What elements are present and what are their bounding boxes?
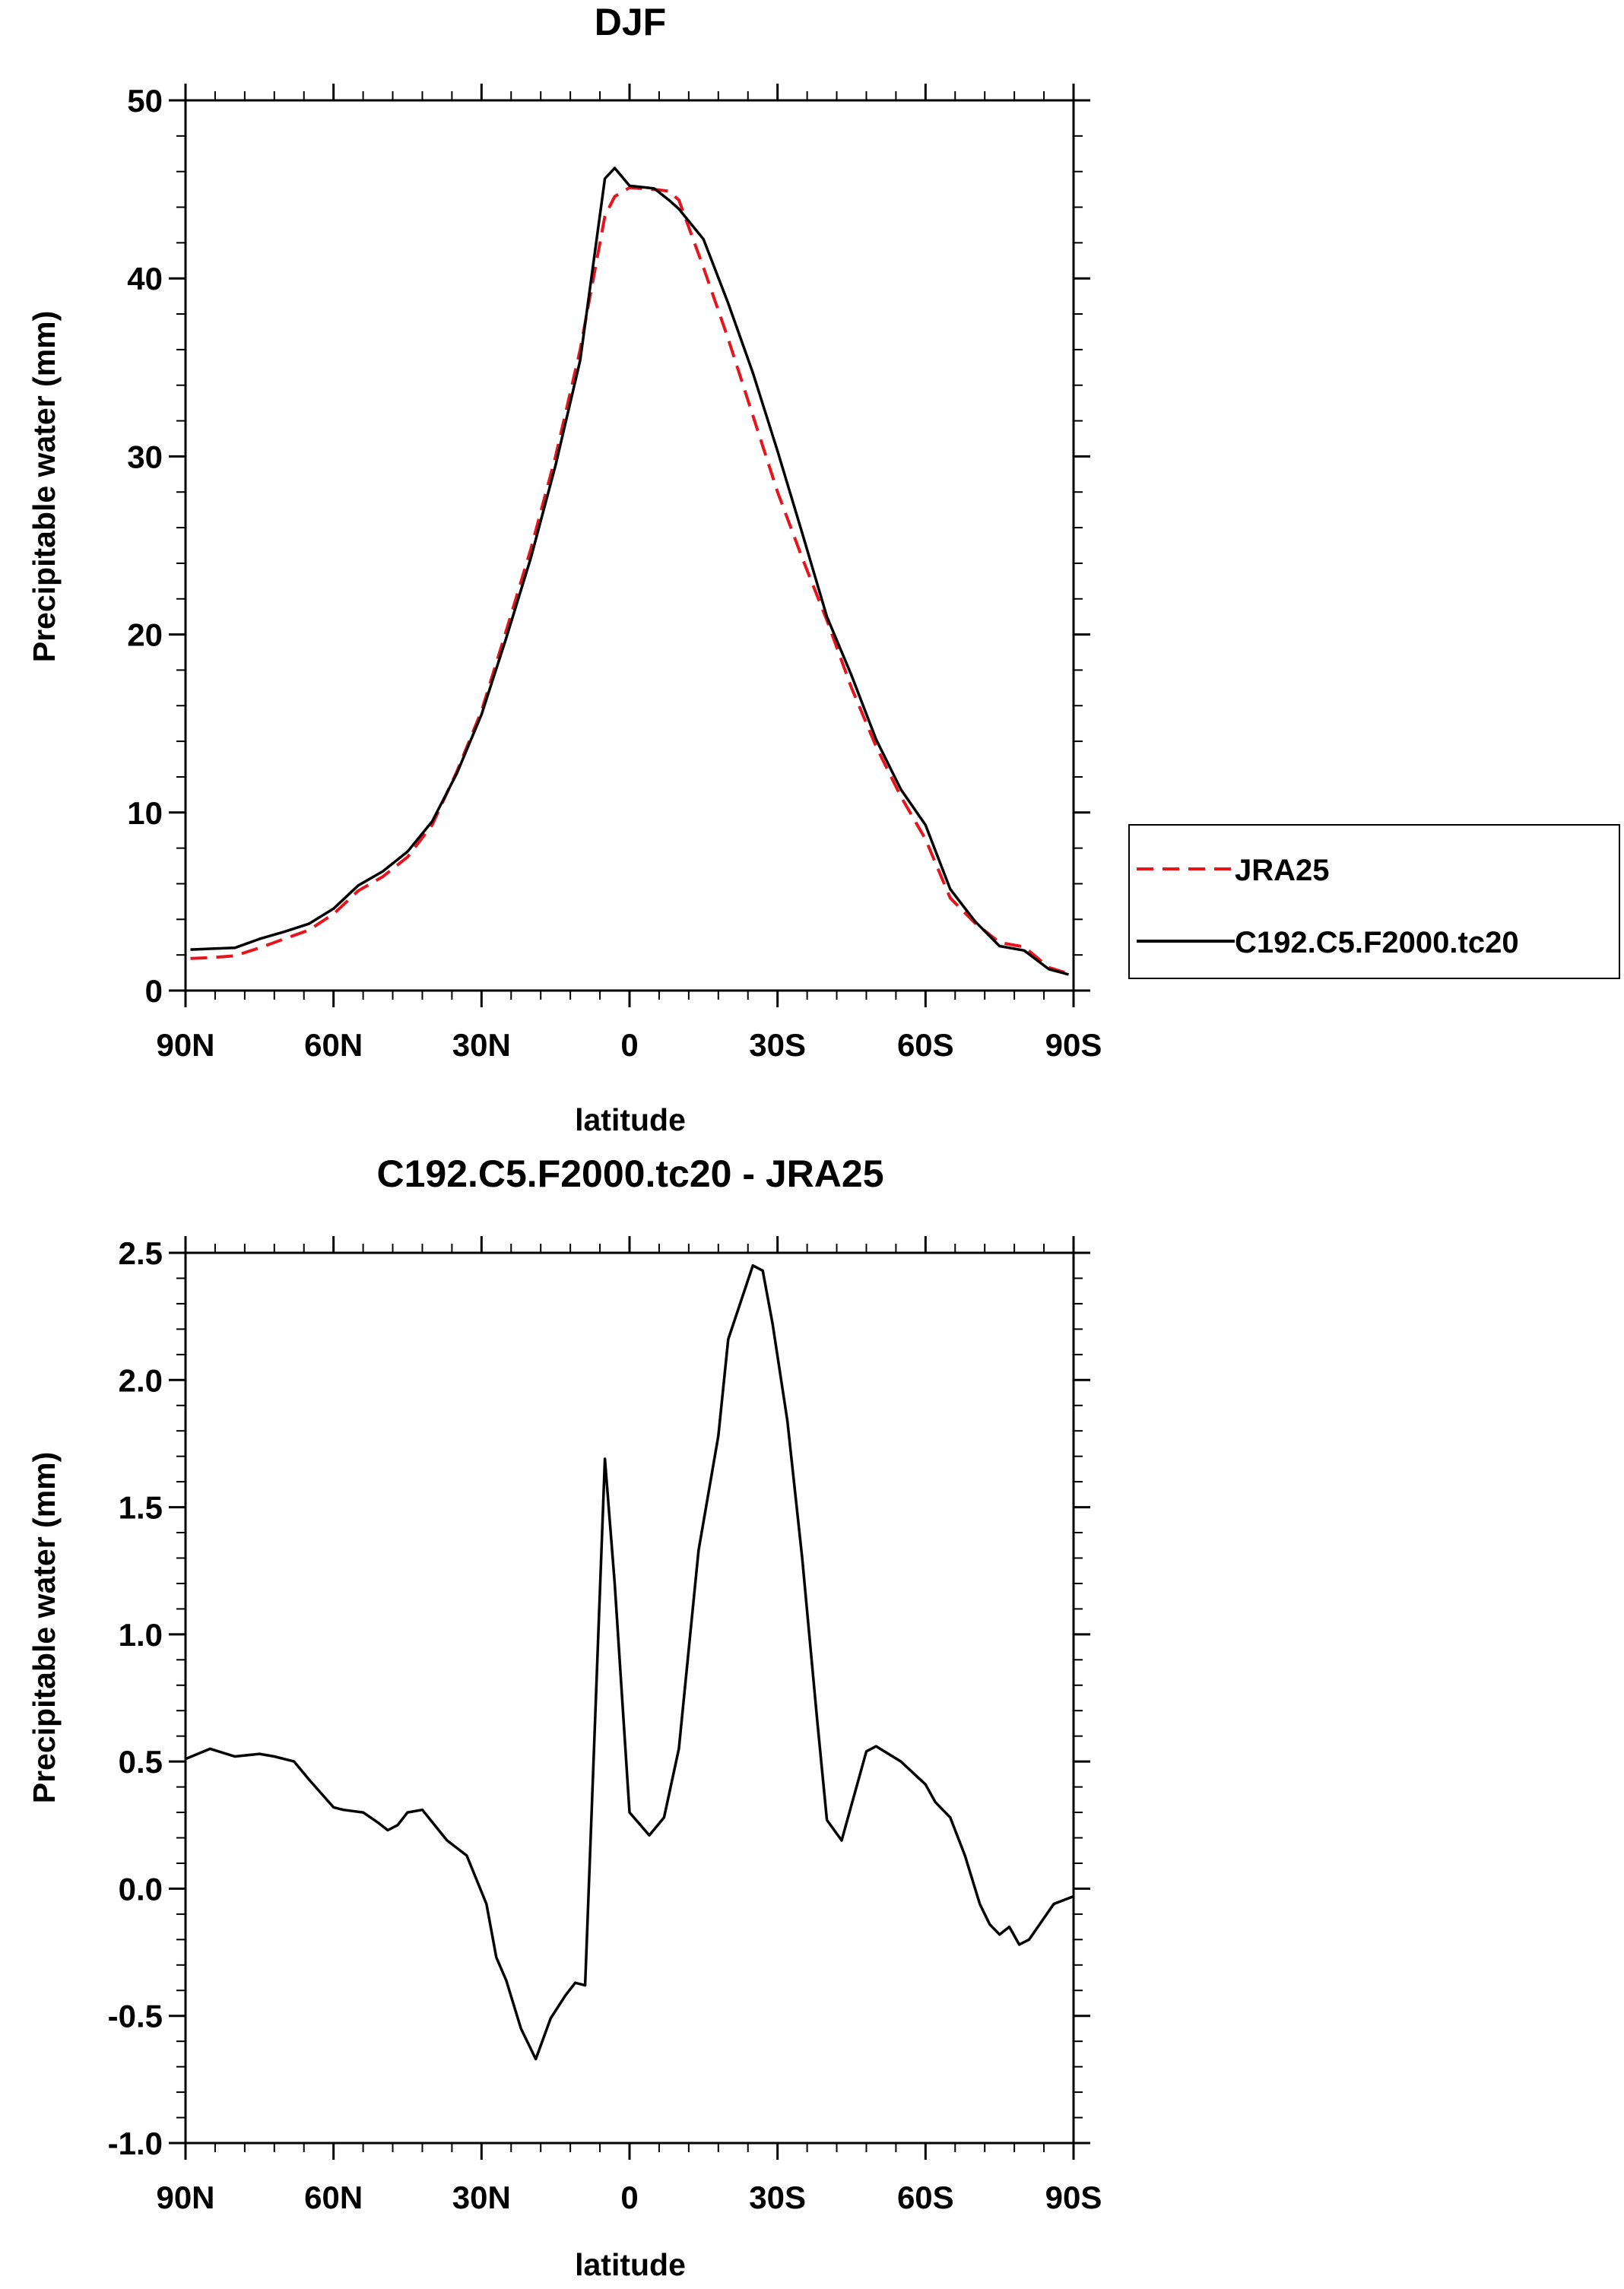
x-tick-label: 90N <box>156 2180 214 2215</box>
plot-frame <box>184 99 1075 992</box>
y-tick-label: 0.0 <box>119 1871 163 1907</box>
y-tick-label: 2.0 <box>119 1362 163 1398</box>
x-tick-label: 0 <box>620 2180 638 2215</box>
series-lines <box>190 166 1070 976</box>
x-tick-label: 60N <box>304 1027 363 1063</box>
y-axis-label: Precipitable water (mm) <box>27 311 62 663</box>
axis-ticks <box>169 84 1090 1007</box>
x-tick-label: 60S <box>897 1027 954 1063</box>
legend-label-model: C192.C5.F2000.tc20 <box>1235 926 1519 959</box>
x-tick-label: 30S <box>749 2180 806 2215</box>
x-axis-label: latitude <box>575 1102 686 1137</box>
y-tick-label: 1.0 <box>119 1617 163 1653</box>
chart-title: DJF <box>595 1 666 43</box>
tick-labels: 90N 60N 30N 0 30S 60S 90S 0 10 20 30 40 50 <box>127 83 1102 1063</box>
y-tick-label: 0.5 <box>119 1744 163 1780</box>
series-line-jra25 <box>190 185 1070 975</box>
series-line-c192-c5-f2000-tc20-jra25 <box>185 1263 1074 2061</box>
series-line-c192-c5-f2000-tc20 <box>190 166 1069 976</box>
x-tick-label: 60N <box>304 2180 363 2215</box>
y-axis-label: Precipitable water (mm) <box>27 1452 62 1804</box>
y-tick-label: 20 <box>127 617 163 653</box>
y-tick-label: 40 <box>127 261 163 296</box>
x-tick-label: 90N <box>156 1027 214 1063</box>
x-tick-label: 90S <box>1045 1027 1102 1063</box>
y-tick-label: 50 <box>127 83 163 119</box>
x-tick-label: 30N <box>452 2180 511 2215</box>
x-tick-label: 60S <box>897 2180 954 2215</box>
legend-label-jra25: JRA25 <box>1235 854 1330 887</box>
x-tick-label: 30S <box>749 1027 806 1063</box>
x-tick-label: 30N <box>452 1027 511 1063</box>
axis-ticks <box>169 1236 1090 2160</box>
y-tick-label: -1.0 <box>108 2126 163 2161</box>
y-tick-label: -0.5 <box>108 1999 163 2034</box>
x-tick-label: 90S <box>1045 2180 1102 2215</box>
y-tick-label: 30 <box>127 439 163 474</box>
plot-frame <box>184 1251 1075 2145</box>
y-tick-label: 2.5 <box>119 1235 163 1271</box>
tick-labels: 90N 60N 30N 0 30S 60S 90S -1.0 -0.5 0.0 0.5 1.0 1.5 2… <box>108 1235 1102 2215</box>
series-lines <box>185 1263 1074 2061</box>
y-tick-label: 0 <box>145 973 163 1009</box>
legend-box <box>1128 824 1620 979</box>
chart-title: C192.C5.F2000.tc20 - JRA25 <box>376 1152 883 1195</box>
y-tick-label: 10 <box>127 795 163 831</box>
chart-difference: C192.C5.F2000.tc20 - JRA25 Precipitable … <box>27 1152 1102 2282</box>
y-tick-label: 1.5 <box>119 1490 163 1526</box>
legend: JRA25 C192.C5.F2000.tc20 <box>1128 824 1620 979</box>
chart-djf: DJF Precipitable water (mm) latitude 90N… <box>27 1 1620 1137</box>
x-axis-label: latitude <box>575 2247 686 2282</box>
x-tick-label: 0 <box>620 1027 638 1063</box>
